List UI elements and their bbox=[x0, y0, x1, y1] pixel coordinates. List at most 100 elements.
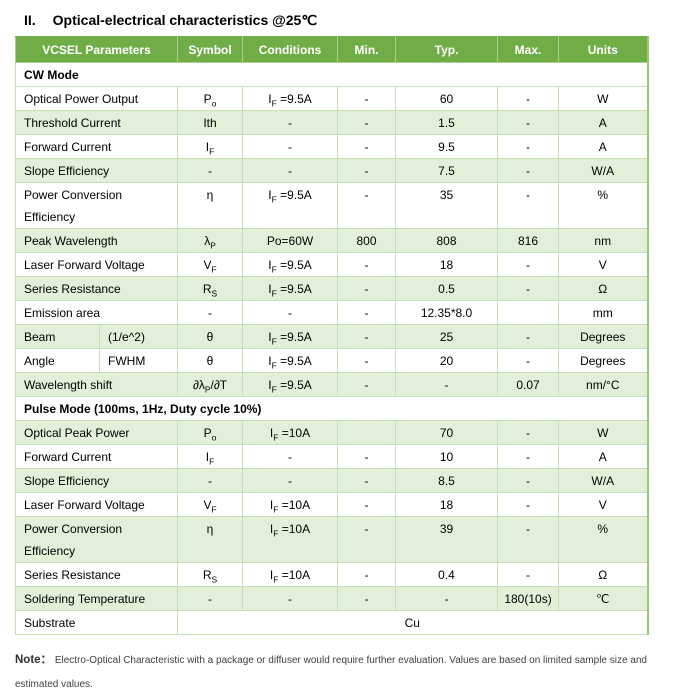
table-row: Forward Current IF - -9.5- A bbox=[14, 134, 649, 159]
col-header-conditions: Conditions bbox=[242, 36, 339, 63]
cell-conditions: IF =9.5A bbox=[242, 324, 339, 349]
cell-parameter: Power Conversion Efficiency bbox=[14, 516, 179, 563]
cell-units: % bbox=[558, 182, 649, 229]
cell-parameter-sub: FWHM bbox=[98, 348, 179, 373]
footnote: Note： Electro-Optical Characteristic wit… bbox=[15, 648, 664, 692]
section-label: CW Mode bbox=[14, 62, 649, 87]
cell-min: - bbox=[337, 158, 397, 183]
cell-min: - bbox=[337, 468, 397, 493]
cell-max: - bbox=[497, 86, 560, 111]
cell-parameter: Laser Forward Voltage bbox=[14, 492, 179, 517]
cell-parameter: Soldering Temperature bbox=[14, 586, 179, 611]
cell-units: A bbox=[558, 110, 649, 135]
cell-symbol: IF bbox=[177, 134, 244, 159]
cell-typ: 70 bbox=[395, 420, 499, 445]
cell-min: - bbox=[337, 348, 397, 373]
cell-max: - bbox=[497, 252, 560, 277]
subscript: S bbox=[211, 573, 218, 584]
cell-parameter: Laser Forward Voltage bbox=[14, 252, 179, 277]
title-numeral: II. bbox=[24, 12, 36, 28]
section-label: Pulse Mode (100ms, 1Hz, Duty cycle 10%) bbox=[14, 396, 649, 421]
cell-units: mm bbox=[558, 300, 649, 325]
cell-min: - bbox=[337, 110, 397, 135]
subscript: F bbox=[211, 503, 217, 514]
cell-conditions: Po=60W bbox=[242, 228, 339, 253]
cell-max: - bbox=[497, 468, 560, 493]
cell-min: - bbox=[337, 324, 397, 349]
cell-symbol: ∂λP/∂T bbox=[177, 372, 244, 397]
cell-max: - bbox=[497, 562, 560, 587]
cell-conditions: - bbox=[242, 468, 339, 493]
cell-max: - bbox=[497, 516, 560, 563]
cell-symbol: Po bbox=[177, 420, 244, 445]
subscript: F bbox=[273, 503, 279, 514]
cell-parameter: Slope Efficiency bbox=[14, 468, 179, 493]
cell-max bbox=[497, 300, 560, 325]
col-header-units: Units bbox=[558, 36, 649, 63]
cell-parameter: Emission area bbox=[14, 300, 179, 325]
cell-parameter: Substrate bbox=[14, 610, 179, 635]
cell-units: Degrees bbox=[558, 324, 649, 349]
cell-units: V bbox=[558, 492, 649, 517]
subscript: F bbox=[273, 431, 279, 442]
cell-typ: 60 bbox=[395, 86, 499, 111]
cell-parameter: Wavelength shift bbox=[14, 372, 179, 397]
subscript: o bbox=[211, 431, 217, 442]
cell-substrate-value: Cu bbox=[177, 610, 649, 635]
cell-min: - bbox=[337, 182, 397, 229]
cell-min bbox=[337, 420, 397, 445]
cell-typ: 1.5 bbox=[395, 110, 499, 135]
cell-max: - bbox=[497, 110, 560, 135]
cell-conditions: IF =10A bbox=[242, 562, 339, 587]
cell-min: - bbox=[337, 562, 397, 587]
subscript: F bbox=[209, 145, 215, 156]
cell-max: - bbox=[497, 420, 560, 445]
table-row: Optical Peak Power Po IF =10A 70- W bbox=[14, 420, 649, 445]
subscript: F bbox=[211, 263, 217, 274]
cell-max: 180(10s) bbox=[497, 586, 560, 611]
note-text-line2: estimated values. bbox=[15, 679, 93, 690]
cell-parameter: Threshold Current bbox=[14, 110, 179, 135]
cell-parameter: Optical Peak Power bbox=[14, 420, 179, 445]
col-header-vcsel-parameters: VCSEL Parameters bbox=[14, 36, 179, 63]
cell-typ: - bbox=[395, 372, 499, 397]
cell-max: 816 bbox=[497, 228, 560, 253]
cell-parameter: Series Resistance bbox=[14, 276, 179, 301]
cell-min: - bbox=[337, 134, 397, 159]
cell-units: nm/°C bbox=[558, 372, 649, 397]
table-row: Power Conversion Efficiency η IF =9.5A -35-… bbox=[14, 182, 649, 229]
cell-units: W/A bbox=[558, 158, 649, 183]
cell-min: - bbox=[337, 276, 397, 301]
table-row: Emission area - - -12.35*8.0 mm bbox=[14, 300, 649, 325]
cell-conditions: - bbox=[242, 586, 339, 611]
cell-units: V bbox=[558, 252, 649, 277]
cell-symbol: Ith bbox=[177, 110, 244, 135]
cell-symbol: IF bbox=[177, 444, 244, 469]
note-text-line1: Electro-Optical Characteristic with a pa… bbox=[54, 655, 647, 666]
cell-parameter-sub: (1/e^2) bbox=[98, 324, 179, 349]
table-row: Threshold Current Ith - -1.5- A bbox=[14, 110, 649, 135]
cell-max: - bbox=[497, 492, 560, 517]
col-header-max: Max. bbox=[497, 36, 560, 63]
cell-conditions: - bbox=[242, 158, 339, 183]
cell-min: 800 bbox=[337, 228, 397, 253]
cell-conditions: - bbox=[242, 444, 339, 469]
subscript: F bbox=[271, 97, 277, 108]
table-row: Slope Efficiency - - -8.5- W/A bbox=[14, 468, 649, 493]
cell-min: - bbox=[337, 252, 397, 277]
table-row: Laser Forward Voltage VF IF =10A -18- V bbox=[14, 492, 649, 517]
cell-conditions: IF =10A bbox=[242, 420, 339, 445]
cell-symbol: - bbox=[177, 158, 244, 183]
table-row: Series Resistance RS IF =10A -0.4- Ω bbox=[14, 562, 649, 587]
cell-symbol: VF bbox=[177, 252, 244, 277]
header-row: VCSEL Parameters Symbol Conditions Min. … bbox=[14, 36, 649, 63]
subscript: F bbox=[271, 335, 277, 346]
subscript: F bbox=[271, 263, 277, 274]
cell-typ: 12.35*8.0 bbox=[395, 300, 499, 325]
cell-typ: 9.5 bbox=[395, 134, 499, 159]
cell-max: - bbox=[497, 348, 560, 373]
table-row: Slope Efficiency - - -7.5- W/A bbox=[14, 158, 649, 183]
cell-parameter: Optical Power Output bbox=[14, 86, 179, 111]
cell-symbol: θ bbox=[177, 324, 244, 349]
